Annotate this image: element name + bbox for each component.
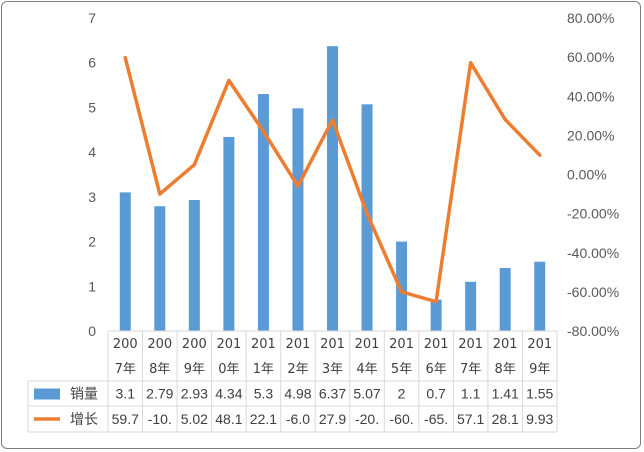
sales-value-cell: 1.41	[492, 386, 519, 402]
category-label-line2: 0年	[218, 362, 239, 377]
category-label-line1: 201	[458, 337, 483, 352]
y-right-tick-label: -20.00%	[567, 206, 619, 222]
y-right-tick-label: 40.00%	[567, 88, 614, 104]
y-right-tick-label: -60.00%	[567, 284, 619, 300]
y-right-tick-label: -40.00%	[567, 245, 619, 261]
bar-2	[188, 199, 200, 331]
legend-label-sales: 销量	[70, 387, 98, 403]
category-label-line1: 201	[355, 337, 380, 352]
growth-point-12	[538, 153, 542, 157]
y-left-tick-label: 3	[88, 189, 96, 205]
y-right-tick-label: 20.00%	[567, 127, 614, 143]
growth-point-9	[434, 300, 438, 304]
category-label-line2: 7年	[115, 362, 136, 377]
bar-12	[534, 261, 546, 331]
y-left-tick-label: 5	[88, 99, 96, 115]
bar-1	[154, 206, 166, 331]
sales-value-cell: 5.07	[353, 386, 380, 402]
category-label-line1: 201	[320, 337, 345, 352]
growth-value-cell: 57.1	[457, 411, 484, 427]
growth-point-7	[365, 212, 369, 216]
category-label-line2: 7年	[460, 362, 481, 377]
growth-point-8	[400, 290, 404, 294]
sales-value-cell: 2.79	[146, 386, 173, 402]
category-label-line1: 201	[493, 337, 518, 352]
y-left-tick-label: 4	[88, 144, 96, 160]
growth-value-cell: 48.1	[215, 411, 242, 427]
legend-label-growth: 增长	[70, 412, 98, 428]
category-label-line2: 9年	[529, 362, 550, 377]
category-label-line2: 8年	[495, 362, 516, 377]
sales-value-cell: 2.93	[181, 386, 208, 402]
category-label-line1: 201	[216, 337, 241, 352]
sales-value-cell: 2	[398, 386, 406, 402]
category-label-line1: 200	[113, 337, 138, 352]
growth-point-4	[261, 129, 265, 133]
category-label-line1: 201	[286, 337, 311, 352]
sales-value-cell: 4.98	[284, 386, 311, 402]
growth-value-cell: -6.0	[286, 411, 310, 427]
growth-point-5	[296, 184, 300, 188]
sales-value-cell: 1.55	[526, 386, 553, 402]
bar-8	[396, 241, 408, 331]
category-label-line2: 3年	[322, 362, 343, 377]
y-left-tick-label: 6	[88, 55, 96, 71]
sales-value-cell: 0.7	[426, 386, 446, 402]
bar-3	[223, 136, 235, 331]
growth-point-3	[227, 78, 231, 82]
category-label-line1: 201	[251, 337, 276, 352]
growth-value-cell: -10.	[148, 411, 172, 427]
category-label-line1: 200	[182, 337, 207, 352]
growth-point-0	[123, 56, 127, 60]
sales-value-cell: 4.34	[215, 386, 242, 402]
growth-value-cell: -20.	[355, 411, 379, 427]
category-label-line1: 201	[527, 337, 552, 352]
bar-0	[119, 192, 131, 331]
bar-9	[430, 299, 442, 331]
growth-point-10	[469, 61, 473, 65]
bar-11	[499, 267, 511, 331]
growth-value-cell: 9.93	[526, 411, 553, 427]
growth-point-6	[331, 118, 334, 122]
y-left-tick-label: 1	[88, 278, 96, 294]
y-right-tick-label: 60.00%	[567, 49, 614, 65]
growth-value-cell: 28.1	[492, 411, 519, 427]
legend-swatch-sales	[34, 388, 60, 400]
category-label-line2: 5年	[391, 362, 412, 377]
category-label-line2: 6年	[425, 362, 446, 377]
y-right-tick-label: 80.00%	[567, 10, 614, 26]
sales-value-cell: 1.1	[461, 386, 481, 402]
bar-10	[465, 281, 477, 331]
category-label-line1: 200	[147, 337, 172, 352]
category-label-line2: 4年	[356, 362, 377, 377]
category-label-line2: 9年	[184, 362, 205, 377]
growth-point-1	[158, 192, 162, 196]
y-left-tick-label: 0	[88, 323, 96, 339]
growth-value-cell: -65.	[424, 411, 448, 427]
bar-5	[292, 108, 304, 331]
y-right-tick-label: -80.00%	[567, 323, 619, 339]
growth-value-cell: 22.1	[250, 411, 277, 427]
sales-value-cell: 3.1	[116, 386, 136, 402]
category-label-line2: 2年	[287, 362, 308, 377]
bar-4	[257, 94, 269, 331]
category-label-line2: 8年	[149, 362, 170, 377]
growth-value-cell: -60.	[390, 411, 414, 427]
growth-value-cell: 59.7	[112, 411, 139, 427]
growth-value-cell: 5.02	[181, 411, 208, 427]
y-left-tick-label: 7	[88, 10, 96, 26]
sales-value-cell: 5.3	[254, 386, 274, 402]
y-right-tick-label: 0.00%	[567, 167, 607, 183]
y-left-tick-label: 2	[88, 234, 96, 250]
category-label-line2: 1年	[253, 362, 274, 377]
category-label-line1: 201	[389, 337, 414, 352]
growth-value-cell: 27.9	[319, 411, 346, 427]
category-label-line1: 201	[424, 337, 449, 352]
sales-value-cell: 6.37	[319, 386, 346, 402]
bar-6	[327, 46, 338, 332]
growth-point-2	[192, 163, 196, 167]
growth-point-11	[503, 118, 507, 122]
